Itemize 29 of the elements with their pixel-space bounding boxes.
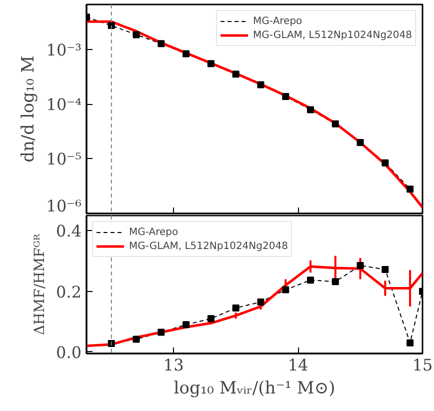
y-tick-label: 10⁻⁵ — [46, 149, 82, 168]
legend-label: MG-GLAM, L512Np1024Ng2048 — [253, 28, 412, 42]
x-tick-label: 13 — [163, 356, 184, 374]
point — [356, 262, 364, 270]
y-tick-label: 10⁻⁴ — [46, 94, 82, 114]
point — [282, 286, 290, 294]
legend-label: MG-GLAM, L512Np1024Ng2048 — [129, 240, 288, 253]
point — [207, 315, 214, 322]
point — [182, 321, 190, 328]
point — [232, 304, 240, 312]
point — [132, 336, 140, 343]
y-tick-label: 0.2 — [56, 282, 82, 302]
point — [257, 298, 264, 306]
legend-label: MG-Arepo — [253, 14, 302, 28]
y-tick-label: 10⁻⁶ — [46, 196, 82, 216]
point — [307, 276, 314, 284]
point — [158, 328, 165, 336]
x-tick-label: 14 — [288, 356, 308, 374]
point — [332, 278, 339, 286]
legend-label: MG-Arepo — [129, 226, 178, 239]
x-axis-title: log₁₀ Mᵥᵢᵣ/(h⁻¹ M⊙) — [174, 378, 336, 398]
point — [406, 339, 414, 346]
y-tick-label: 0.4 — [56, 222, 82, 241]
y-axis-title: ΔHMF/HMFᴳᴿ — [32, 234, 48, 336]
point — [382, 266, 389, 273]
y-tick-label: 10⁻³ — [46, 40, 82, 60]
y-axis-title: dn/d log₁₀ M — [18, 56, 38, 162]
y-tick-label: 0.0 — [56, 342, 82, 362]
x-tick-label: 15 — [412, 356, 433, 374]
